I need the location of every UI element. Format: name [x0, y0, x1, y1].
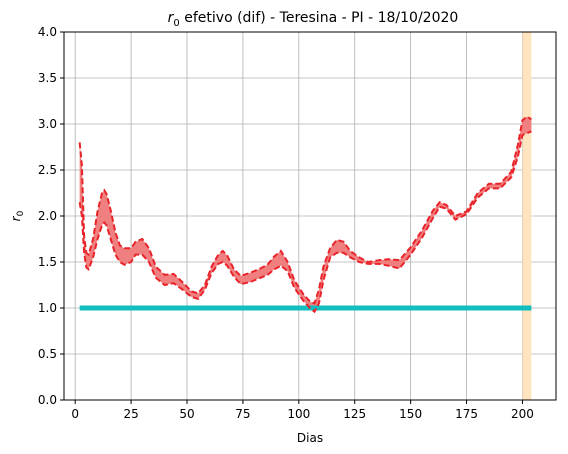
x-tick-label: 125 — [343, 407, 366, 421]
y-axis-label: r0 — [9, 210, 26, 221]
y-tick-label: 3.0 — [38, 117, 57, 131]
chart-title: r0 efetivo (dif) - Teresina - PI - 18/10… — [168, 10, 459, 29]
chart-title-rest: efetivo (dif) - Teresina - PI - 18/10/20… — [180, 10, 459, 26]
x-tick-label: 200 — [511, 407, 534, 421]
y-tick-label: 4.0 — [38, 25, 57, 39]
highlight-region — [522, 32, 532, 400]
y-tick-label: 3.5 — [38, 71, 57, 85]
x-axis-label: Dias — [297, 431, 323, 445]
x-tick-label: 50 — [179, 407, 194, 421]
y-tick-label: 0.0 — [38, 393, 57, 407]
y-axis-label-sub: 0 — [16, 210, 26, 216]
chart-title-r: r — [168, 10, 175, 26]
y-tick-label: 2.5 — [38, 163, 57, 177]
y-tick-label: 2.0 — [38, 209, 57, 223]
x-tick-label: 100 — [287, 407, 310, 421]
x-tick-label: 0 — [71, 407, 79, 421]
x-tick-label: 175 — [455, 407, 478, 421]
y-axis-label-r: r — [9, 215, 23, 221]
x-ticks: 0 25 50 75 100 125 150 175 200 — [71, 400, 534, 421]
y-tick-label: 1.5 — [38, 255, 57, 269]
y-tick-label: 0.5 — [38, 347, 57, 361]
x-tick-label: 150 — [399, 407, 422, 421]
x-tick-label: 75 — [235, 407, 250, 421]
series-lower-line — [78, 130, 532, 314]
y-tick-label: 1.0 — [38, 301, 57, 315]
series-upper-line — [78, 115, 532, 305]
y-ticks: 0.0 0.5 1.0 1.5 2.0 2.5 3.0 3.5 4.0 — [38, 25, 64, 407]
chart-title-sub: 0 — [173, 18, 179, 29]
x-tick-label: 25 — [123, 407, 138, 421]
